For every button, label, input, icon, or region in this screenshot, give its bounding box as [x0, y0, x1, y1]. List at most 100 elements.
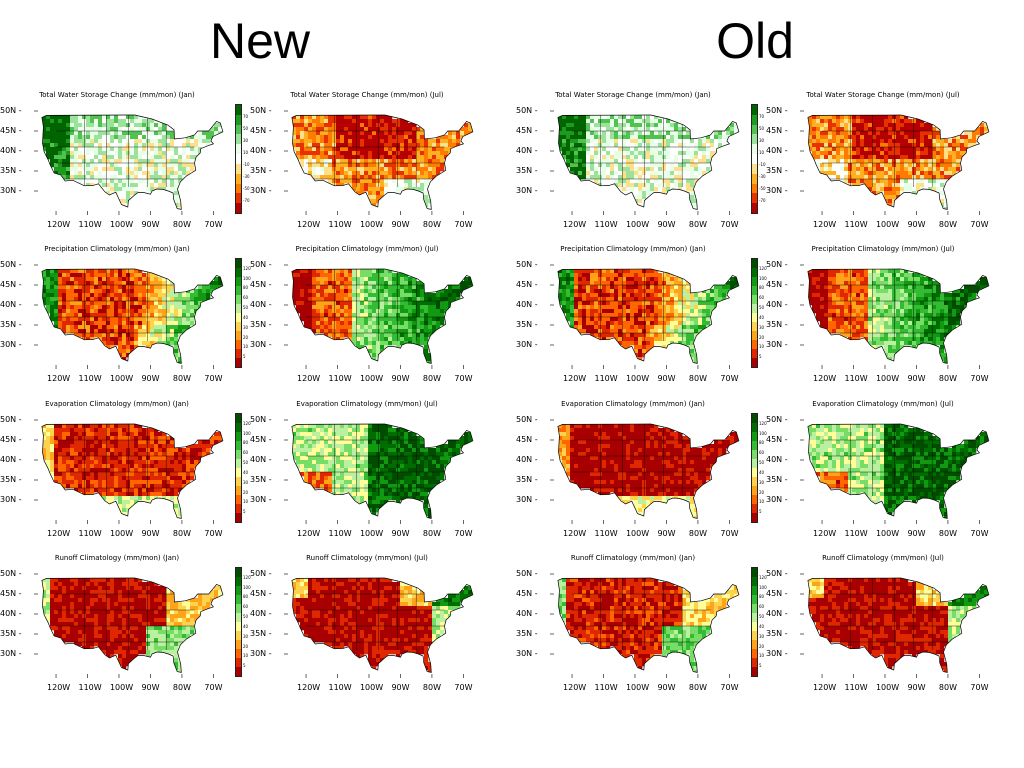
- colorbar-swatch: [752, 613, 757, 622]
- colorbar-label: 10: [759, 653, 765, 659]
- lat-tick-label: 45N -: [250, 280, 272, 289]
- colorbar-label: 20: [759, 334, 765, 340]
- lon-tick-label: 70W: [454, 683, 473, 692]
- colorbar-label: 120: [243, 420, 251, 426]
- colorbar-swatch: [752, 622, 757, 631]
- colorbar-swatch: [752, 134, 757, 145]
- colorbar-swatch: [752, 124, 757, 135]
- colorbar-label: 80: [243, 594, 249, 600]
- colorbar-swatch: [236, 114, 241, 125]
- colorbar-swatch: [236, 193, 241, 204]
- colorbar-label: 10: [759, 344, 765, 350]
- lon-tick-label: 120W: [563, 220, 587, 229]
- map-panel: Evaporation Climatology (mm/mon) (Jan) 50…: [516, 400, 767, 551]
- colorbar-swatch: [236, 513, 241, 522]
- lat-tick-label: 50N -: [766, 106, 788, 115]
- lon-tick-label: 70W: [204, 529, 223, 538]
- lat-tick-label: 50N -: [766, 260, 788, 269]
- colorbar-swatch: [752, 154, 757, 164]
- lat-tick-label: 50N -: [766, 415, 788, 424]
- lat-tick-label: 40N -: [250, 300, 272, 309]
- map-panel: Runoff Climatology (mm/mon) (Jul) 50N - 45…: [766, 554, 1000, 705]
- lon-tick-label: 90W: [907, 374, 926, 383]
- lon-tick-label: 80W: [688, 374, 708, 383]
- colorbar-swatch: [236, 586, 241, 595]
- colorbar-swatch: [752, 183, 757, 194]
- lon-tick-label: 80W: [172, 683, 192, 692]
- lon-tick-label: 70W: [720, 683, 739, 692]
- lat-tick-label: 45N -: [766, 280, 788, 289]
- lat-tick-label: 30N -: [516, 186, 538, 195]
- lon-tick-label: 100W: [109, 220, 134, 229]
- lon-tick-label: 120W: [47, 683, 71, 692]
- colorbar-swatch: [236, 313, 241, 322]
- lon-tick-label: 110W: [78, 529, 102, 538]
- colorbar-label: -10: [759, 162, 766, 167]
- lon-tick-label: 110W: [78, 220, 102, 229]
- lon-tick-label: 90W: [141, 374, 160, 383]
- lon-tick-label: 120W: [563, 529, 587, 538]
- lon-tick-label: 110W: [844, 683, 868, 692]
- colorbar-label: 5: [759, 663, 762, 669]
- us-map: [800, 103, 992, 215]
- colorbar-label: 50: [759, 126, 765, 131]
- lat-tick-label: 35N -: [0, 320, 22, 329]
- colorbar-swatch: [752, 331, 757, 340]
- lon-tick-label: 80W: [172, 529, 192, 538]
- colorbar-label: 80: [243, 285, 249, 291]
- colorbar-swatch: [752, 495, 757, 504]
- lat-tick-label: 45N -: [516, 280, 538, 289]
- colorbar-label: 80: [759, 594, 765, 600]
- lat-tick-label: 45N -: [516, 589, 538, 598]
- us-map: [34, 103, 226, 215]
- lat-tick-label: 30N -: [0, 186, 22, 195]
- panel-title: Total Water Storage Change (mm/mon) (Jul…: [290, 91, 444, 99]
- panel-title: Total Water Storage Change (mm/mon) (Jan…: [555, 91, 711, 99]
- panel-title: Evaporation Climatology (mm/mon) (Jan): [561, 400, 705, 408]
- colorbar-swatch: [236, 468, 241, 477]
- lat-tick-label: 30N -: [516, 340, 538, 349]
- lon-tick-label: 100W: [875, 683, 900, 692]
- lat-tick-label: 40N -: [250, 146, 272, 155]
- colorbar: [235, 258, 242, 368]
- colorbar-swatch: [236, 295, 241, 304]
- colorbar-label: 60: [759, 604, 765, 610]
- lon-tick-label: 80W: [172, 374, 192, 383]
- colorbar-swatch: [752, 277, 757, 286]
- colorbar-swatch: [752, 322, 757, 331]
- colorbar-swatch: [752, 340, 757, 349]
- lat-tick-label: 45N -: [0, 435, 22, 444]
- lon-tick-label: 100W: [109, 529, 134, 538]
- colorbar-label: 100: [759, 275, 767, 281]
- colorbar-label: 60: [243, 450, 249, 456]
- lon-tick-label: 80W: [938, 529, 958, 538]
- lat-tick-label: 35N -: [0, 166, 22, 175]
- colorbar-swatch: [236, 163, 241, 174]
- colorbar-label: 60: [759, 450, 765, 456]
- lon-tick-label: 80W: [938, 220, 958, 229]
- colorbar-label: 50: [243, 614, 249, 620]
- lon-tick-label: 90W: [391, 374, 410, 383]
- colorbar-swatch: [752, 577, 757, 586]
- colorbar-swatch: [752, 658, 757, 667]
- us-map: [550, 566, 742, 678]
- colorbar-swatch: [752, 286, 757, 295]
- lon-tick-label: 120W: [813, 683, 837, 692]
- lon-tick-label: 70W: [720, 220, 739, 229]
- colorbar-label: 120: [759, 420, 767, 426]
- lat-tick-label: 30N -: [0, 340, 22, 349]
- colorbar-label: 5: [759, 354, 762, 360]
- lon-tick-label: 100W: [875, 374, 900, 383]
- colorbar-label: -10: [243, 162, 250, 167]
- lon-tick-label: 90W: [907, 529, 926, 538]
- colorbar-label: 40: [759, 314, 765, 320]
- us-map: [284, 257, 476, 369]
- lat-tick-label: 45N -: [250, 435, 272, 444]
- colorbar-swatch: [236, 568, 241, 577]
- lon-tick-label: 80W: [688, 529, 708, 538]
- lon-tick-label: 70W: [970, 683, 989, 692]
- colorbar-swatch: [752, 640, 757, 649]
- colorbar-label: 40: [243, 469, 249, 475]
- lon-tick-label: 120W: [47, 220, 71, 229]
- colorbar-swatch: [752, 450, 757, 459]
